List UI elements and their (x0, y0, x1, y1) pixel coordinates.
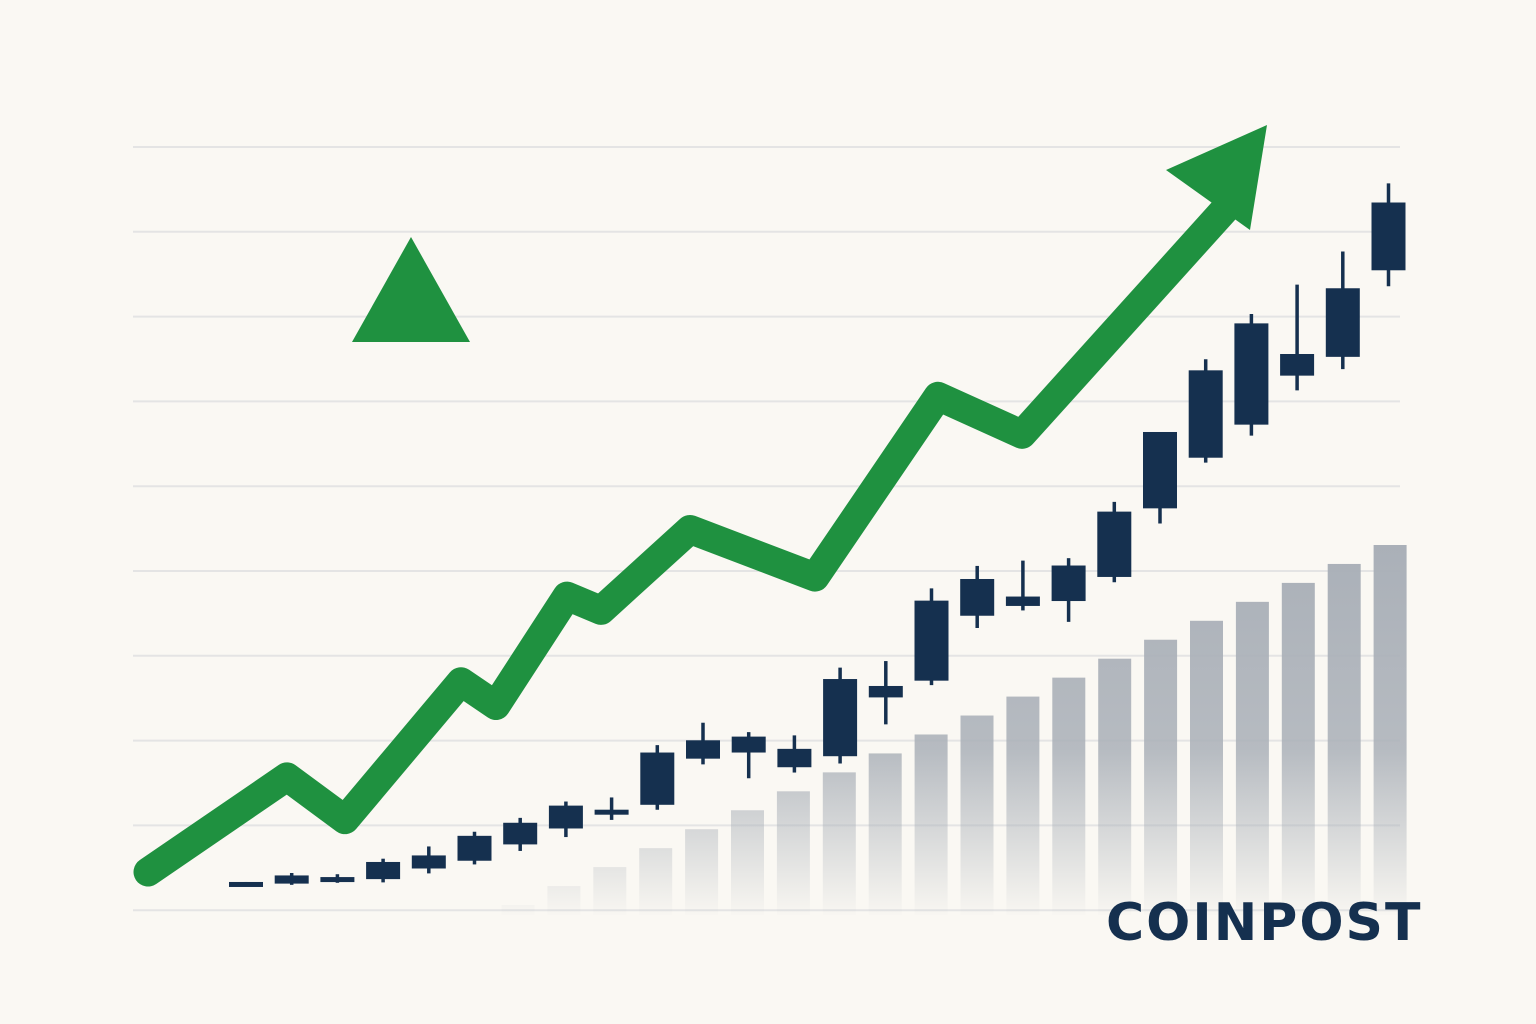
candle-body (731, 736, 766, 753)
volume-bar (1235, 601, 1269, 915)
candle-body (1051, 565, 1086, 602)
volume-bar (776, 791, 810, 915)
volume-bar (1190, 620, 1223, 915)
candle-body (366, 861, 401, 880)
volume-bars (501, 545, 1407, 915)
volume-bar (914, 734, 948, 915)
candle-body (1325, 288, 1360, 357)
volume-bar (501, 905, 535, 915)
volume-bar (731, 810, 764, 915)
candle-body (229, 881, 263, 887)
volume-bar (1144, 639, 1178, 915)
candle-body (823, 679, 858, 757)
candle-body (640, 752, 675, 805)
volume-bar (960, 715, 994, 915)
volume-bar (1327, 563, 1361, 915)
brand-logo-text: COINPOST (1106, 893, 1423, 953)
candle-body (1188, 370, 1223, 458)
candle-body (503, 822, 538, 845)
volume-bar (593, 867, 627, 915)
up-triangle-icon (352, 237, 470, 342)
volume-bar (1098, 658, 1132, 915)
candle-body (686, 740, 720, 759)
trend-line (133, 191, 1243, 887)
candlesticks (229, 183, 1406, 887)
candle-body (1280, 354, 1315, 376)
volume-bar (547, 886, 581, 915)
volume-bar (1281, 582, 1315, 915)
candle-body (594, 809, 629, 815)
candle-body (1143, 431, 1177, 509)
candle-body (1097, 511, 1132, 577)
volume-bar (822, 772, 856, 915)
volume-bar (1006, 696, 1040, 915)
candle-body (777, 748, 812, 768)
candle-body (1234, 323, 1269, 425)
candle-body (548, 805, 583, 829)
candle-body (274, 875, 309, 884)
candle-body (411, 855, 446, 869)
trend-arrow (133, 125, 1267, 887)
candle-body (457, 835, 492, 861)
volume-bar (639, 848, 673, 915)
candle-body (868, 685, 903, 698)
candle-body (1005, 596, 1040, 606)
volume-bar (868, 753, 902, 915)
volume-bar (1052, 677, 1086, 915)
candle-body (914, 600, 949, 681)
trend-arrowhead-icon (1166, 125, 1267, 230)
candle-body (960, 578, 995, 616)
volume-bar (1373, 545, 1407, 915)
volume-bar (685, 829, 719, 915)
candle-body (320, 877, 355, 883)
candle-body (1371, 202, 1406, 271)
